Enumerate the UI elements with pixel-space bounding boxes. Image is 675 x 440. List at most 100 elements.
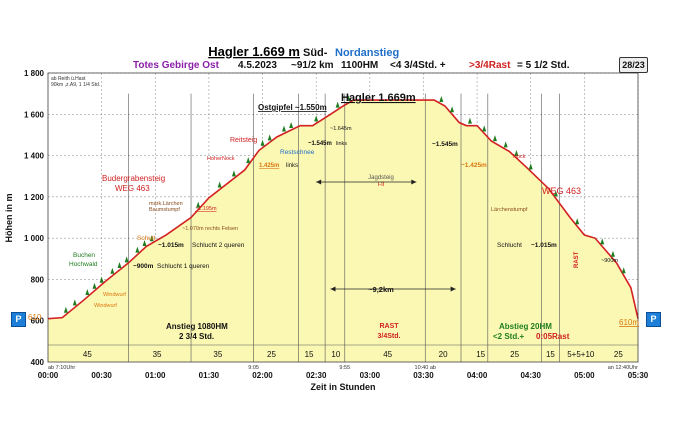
y-tick-label: 400 bbox=[31, 358, 45, 367]
tree-icon bbox=[575, 218, 580, 225]
segment-time: 20 bbox=[439, 350, 448, 359]
tree-icon bbox=[85, 288, 90, 295]
x-tick-label: 01:30 bbox=[199, 371, 220, 380]
y-tick-label: 800 bbox=[31, 275, 45, 284]
date-label: 4.5.2023 bbox=[238, 60, 277, 71]
range-label: Totes Gebirge Ost bbox=[133, 60, 220, 71]
x-tick-label: 00:00 bbox=[38, 371, 59, 380]
clock-time: 9:05 bbox=[248, 365, 259, 371]
tree-icon bbox=[72, 299, 77, 306]
tree-icon bbox=[439, 96, 444, 103]
plot-frame bbox=[47, 72, 639, 363]
y-tick-label: 1 800 bbox=[24, 69, 45, 78]
annotation-schutt: Schutt bbox=[137, 235, 156, 242]
annotation-links2: links bbox=[286, 163, 298, 169]
annotation-schlucht2: Schlucht 2 queren bbox=[192, 242, 245, 249]
arrow-head-left bbox=[330, 286, 336, 292]
tree-icon bbox=[142, 240, 147, 247]
annotation-schlucht-r: Schlucht bbox=[497, 242, 522, 249]
tree-icon bbox=[282, 125, 286, 132]
arrow-head-right bbox=[411, 179, 417, 185]
tree-icon bbox=[553, 190, 558, 197]
annotation-budergraben1: Budergrabensteig bbox=[102, 174, 165, 183]
tree-icon bbox=[492, 135, 497, 142]
clock-time: ab 7:10Uhr bbox=[48, 365, 75, 371]
segment-time: 45 bbox=[383, 350, 392, 359]
annotation-anstieg1: Anstieg 1080HM bbox=[166, 322, 228, 331]
rest-label: >3/4Rast bbox=[469, 60, 511, 71]
tree-icon bbox=[196, 201, 201, 208]
annotation-links1: links bbox=[336, 141, 347, 147]
annotation-end-alt: 610m bbox=[619, 318, 639, 327]
segment-time: 25 bbox=[510, 350, 519, 359]
annotation-ostgipfel: Ostgipfel ~1.550m bbox=[258, 103, 327, 112]
tree-icon bbox=[267, 134, 272, 141]
tree-icon bbox=[600, 238, 605, 245]
info-line-2: 90km ,z.A9, 1 1/4 Std. bbox=[51, 82, 100, 88]
annotation-distance-arrow: ~9,2km bbox=[368, 285, 394, 294]
x-tick-label: 04:30 bbox=[520, 371, 541, 380]
tree-icon bbox=[124, 256, 129, 263]
annotation-h1425l: 1.425m bbox=[259, 163, 279, 169]
segment-time: 10 bbox=[331, 350, 340, 359]
annotation-abstieg1: Abstieg 20HM bbox=[499, 322, 552, 331]
y-tick-label: 1 000 bbox=[24, 234, 45, 243]
annotation-schlucht1: Schlucht 1 queren bbox=[157, 263, 210, 270]
annotation-start-alt: 610 bbox=[28, 313, 42, 322]
annotation-abstieg2b: 0:05Rast bbox=[536, 332, 570, 341]
segment-time: 15 bbox=[305, 350, 314, 359]
annotation-anstieg2: 2 3/4 Std. bbox=[179, 332, 214, 341]
info-line-1: ab Reith ü.Hast bbox=[51, 76, 86, 82]
tree-icon bbox=[610, 250, 615, 257]
tree-icon bbox=[149, 235, 154, 242]
annotations: Ostgipfel ~1.550m Hagler 1.669m Reitsteig R… bbox=[28, 92, 639, 341]
tree-icon bbox=[92, 282, 97, 289]
annotation-weg463r: WEG 463 bbox=[542, 186, 581, 196]
annotation-nock: Nock bbox=[513, 154, 526, 160]
tree-icon bbox=[450, 106, 455, 113]
x-tick-label: 05:30 bbox=[628, 371, 649, 380]
annotation-h1015r: ~1.015m bbox=[531, 242, 557, 249]
tree-icon bbox=[467, 117, 472, 124]
segment-time: 45 bbox=[83, 350, 92, 359]
annotation-marklarchen1: mark.Lärchen bbox=[149, 201, 183, 207]
tree-icon bbox=[110, 267, 115, 274]
arrow-head-left bbox=[316, 179, 322, 185]
annotation-abstieg2a: <2 Std.+ bbox=[493, 332, 524, 341]
times-label: <4 3/4Std. + bbox=[390, 60, 446, 71]
x-tick-label: 02:00 bbox=[252, 371, 273, 380]
tree-icon bbox=[621, 267, 626, 274]
annotation-larchenstumpf: Lärchenstumpf bbox=[491, 207, 528, 213]
segment-time: 25 bbox=[614, 350, 623, 359]
tree-icon bbox=[231, 170, 236, 177]
x-tick-label: 00:30 bbox=[91, 371, 112, 380]
parking-icon-start: P bbox=[11, 312, 26, 327]
annotation-h1195: ~1.195m bbox=[195, 206, 217, 212]
tree-icon bbox=[503, 141, 508, 148]
page-number: 28/23 bbox=[619, 57, 648, 73]
annotation-rast1: RAST bbox=[379, 323, 399, 330]
annotation-windwurf1: Windwurf bbox=[103, 292, 126, 298]
annotation-felsen: ~1.070m rechts Felsen bbox=[182, 226, 238, 232]
tree-icon bbox=[135, 246, 140, 253]
x-tick-label: 03:30 bbox=[413, 371, 434, 380]
annotation-summit: Hagler 1.669m bbox=[341, 92, 416, 104]
elevation-gain-label: 1100HM bbox=[341, 60, 378, 71]
segment-time: 35 bbox=[213, 350, 222, 359]
annotation-restschnee: Restschnee bbox=[280, 149, 315, 156]
x-tick-label: 04:00 bbox=[467, 371, 488, 380]
clock-time: 10:40 ab bbox=[415, 365, 436, 371]
parking-icon-end: P bbox=[646, 312, 661, 327]
tree-icon bbox=[260, 139, 265, 146]
y-tick-label: 1 200 bbox=[24, 193, 45, 202]
tree-icon bbox=[99, 276, 104, 283]
tree-icon bbox=[246, 157, 251, 164]
annotation-h1015l: ~1.015m bbox=[158, 242, 184, 249]
y-tick-label: 600 bbox=[31, 317, 45, 326]
x-tick-label: 01:00 bbox=[145, 371, 166, 380]
x-tick-label: 02:30 bbox=[306, 371, 327, 380]
tree-icon bbox=[528, 163, 533, 170]
total-label: = 5 1/2 Std. bbox=[517, 60, 570, 71]
title-direction-nord: Nordanstieg bbox=[335, 47, 399, 59]
